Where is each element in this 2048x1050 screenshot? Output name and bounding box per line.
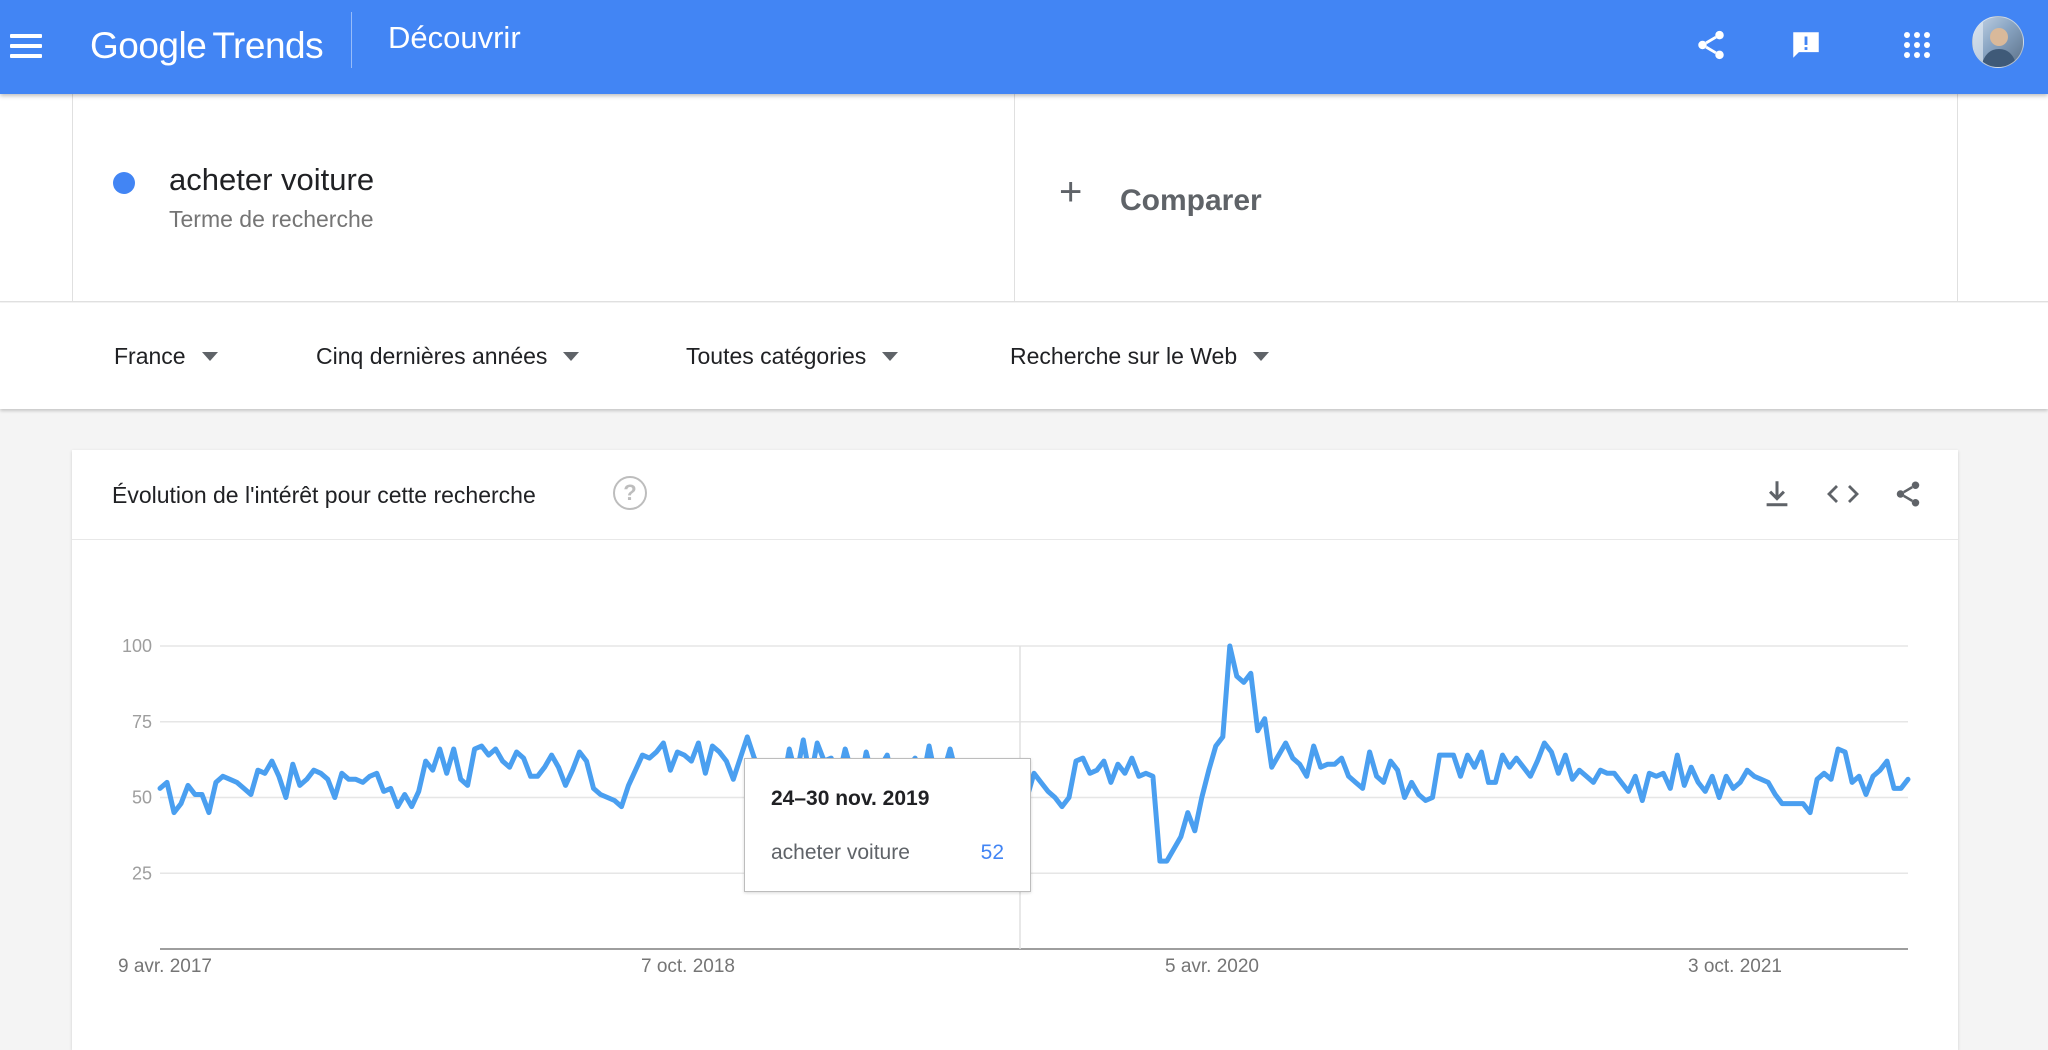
menu-icon[interactable] <box>10 30 42 62</box>
search-type-label: Recherche sur le Web <box>1010 343 1238 369</box>
help-icon[interactable]: ? <box>613 476 647 510</box>
compare-label: Comparer <box>1120 184 1262 217</box>
feedback-icon[interactable] <box>1783 22 1829 68</box>
tooltip-value: 52 <box>980 841 1004 864</box>
logo-trends-text: Trends <box>212 25 324 66</box>
region-label: France <box>114 343 186 369</box>
download-icon[interactable] <box>1757 474 1797 514</box>
region-dropdown[interactable]: France <box>114 343 218 370</box>
caret-down-icon <box>882 352 899 361</box>
compare-button[interactable]: + Comparer <box>1015 94 1958 302</box>
caret-down-icon <box>1253 352 1270 361</box>
category-dropdown[interactable]: Toutes catégories <box>686 343 899 370</box>
tooltip-date: 24–30 nov. 2019 <box>771 787 930 810</box>
apps-icon[interactable] <box>1894 22 1940 68</box>
card-title: Évolution de l'intérêt pour cette recher… <box>112 482 536 508</box>
term-color-dot <box>113 172 135 194</box>
tooltip-term: acheter voiture <box>771 841 910 864</box>
search-term-type: Terme de recherche <box>169 206 374 232</box>
google-trends-logo[interactable]: Google Trends <box>90 18 324 74</box>
chart-tooltip: 24–30 nov. 2019 acheter voiture 52 <box>744 758 1031 892</box>
logo-google-text: Google <box>90 25 207 66</box>
search-term-name[interactable]: acheter voiture <box>169 162 375 197</box>
share-icon[interactable] <box>1888 474 1928 514</box>
header-divider <box>351 12 352 68</box>
share-icon[interactable] <box>1688 22 1734 68</box>
period-label: Cinq dernières années <box>316 343 548 369</box>
search-terms-panel: acheter voiture Terme de recherche + Com… <box>0 94 2048 302</box>
caret-down-icon <box>201 352 218 361</box>
search-type-dropdown[interactable]: Recherche sur le Web <box>1010 343 1270 370</box>
avatar[interactable] <box>1972 16 2024 68</box>
plus-icon: + <box>1059 170 1083 214</box>
embed-icon[interactable] <box>1823 474 1863 514</box>
page-title: Découvrir <box>388 20 521 55</box>
card-header: Évolution de l'intérêt pour cette recher… <box>72 450 1958 540</box>
category-label: Toutes catégories <box>686 343 867 369</box>
filter-bar: France Cinq dernières années Toutes caté… <box>0 303 2048 409</box>
search-term-card[interactable]: acheter voiture Terme de recherche <box>72 94 1015 302</box>
interest-over-time-card: Évolution de l'intérêt pour cette recher… <box>72 450 1958 1050</box>
app-header: Google Trends Découvrir <box>0 0 2048 94</box>
period-dropdown[interactable]: Cinq dernières années <box>316 343 580 370</box>
caret-down-icon <box>563 352 580 361</box>
